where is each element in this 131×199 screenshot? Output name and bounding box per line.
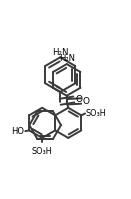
Text: HO: HO xyxy=(12,127,25,136)
Text: H₂N: H₂N xyxy=(59,54,75,63)
Text: SO₃H: SO₃H xyxy=(86,109,107,118)
Text: O: O xyxy=(76,95,83,104)
Text: H₂N: H₂N xyxy=(52,48,69,57)
Text: SO₃H: SO₃H xyxy=(32,147,52,156)
Text: O: O xyxy=(83,97,90,105)
